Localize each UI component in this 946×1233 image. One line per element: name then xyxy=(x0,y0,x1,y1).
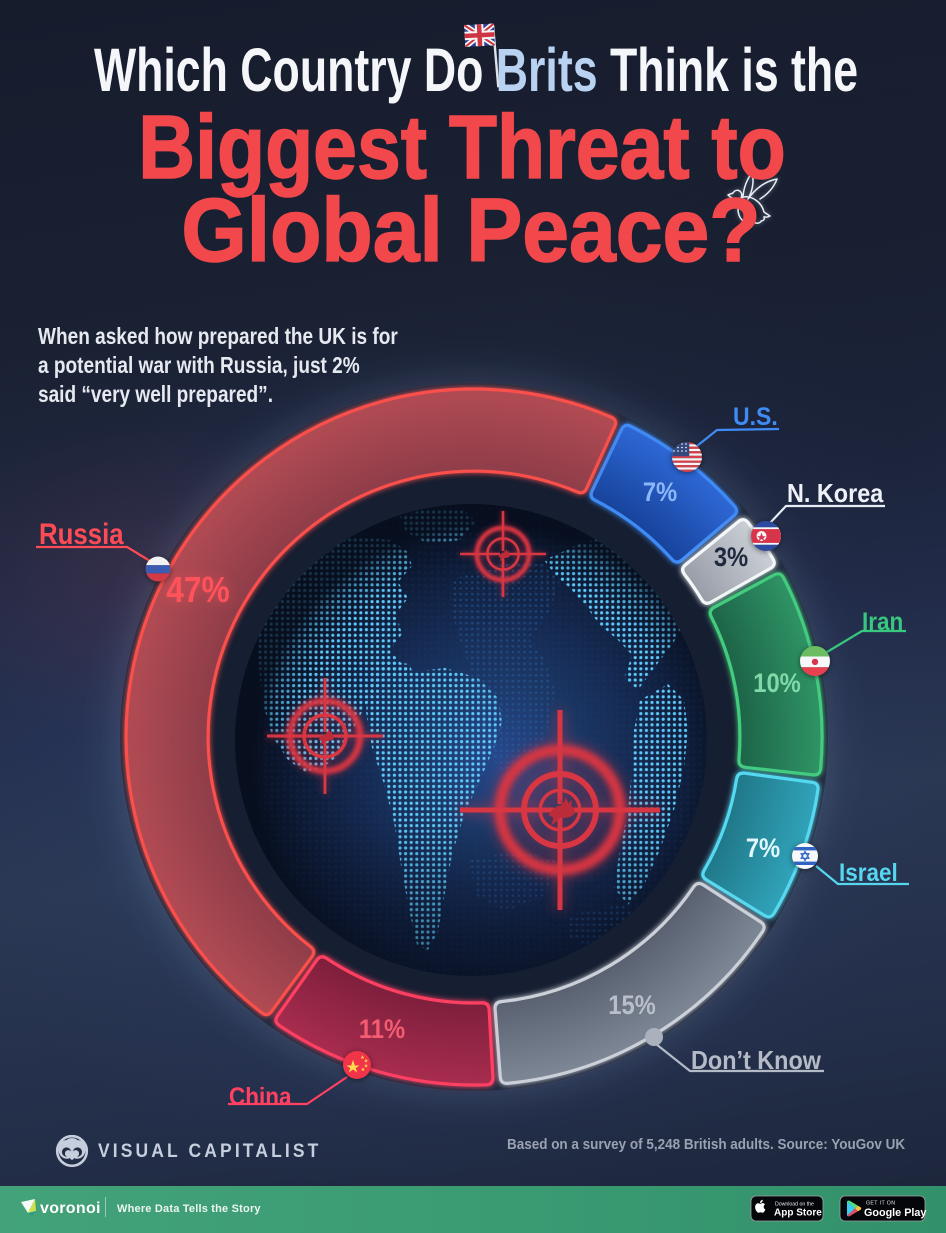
svg-text:Google Play: Google Play xyxy=(864,1207,926,1219)
svg-text:3%: 3% xyxy=(714,543,748,573)
svg-text:10%: 10% xyxy=(753,669,801,699)
svg-text:11%: 11% xyxy=(359,1015,405,1045)
svg-text:7%: 7% xyxy=(746,834,780,864)
svg-text:Download on the: Download on the xyxy=(775,1202,814,1208)
svg-text:App Store: App Store xyxy=(774,1208,822,1219)
svg-text:15%: 15% xyxy=(608,991,656,1021)
svg-text:7%: 7% xyxy=(643,478,677,508)
svg-text:47%: 47% xyxy=(166,570,229,610)
svg-text:GET IT ON: GET IT ON xyxy=(866,1201,895,1207)
